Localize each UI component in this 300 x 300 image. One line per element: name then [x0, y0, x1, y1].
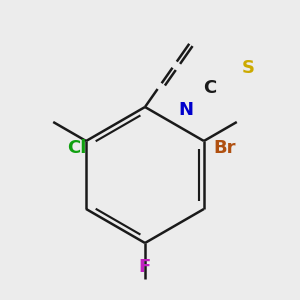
Text: S: S	[242, 59, 255, 77]
Text: N: N	[178, 101, 193, 119]
Text: Cl: Cl	[68, 139, 87, 157]
Text: C: C	[203, 79, 217, 97]
Text: Br: Br	[213, 139, 236, 157]
Text: F: F	[139, 258, 151, 276]
